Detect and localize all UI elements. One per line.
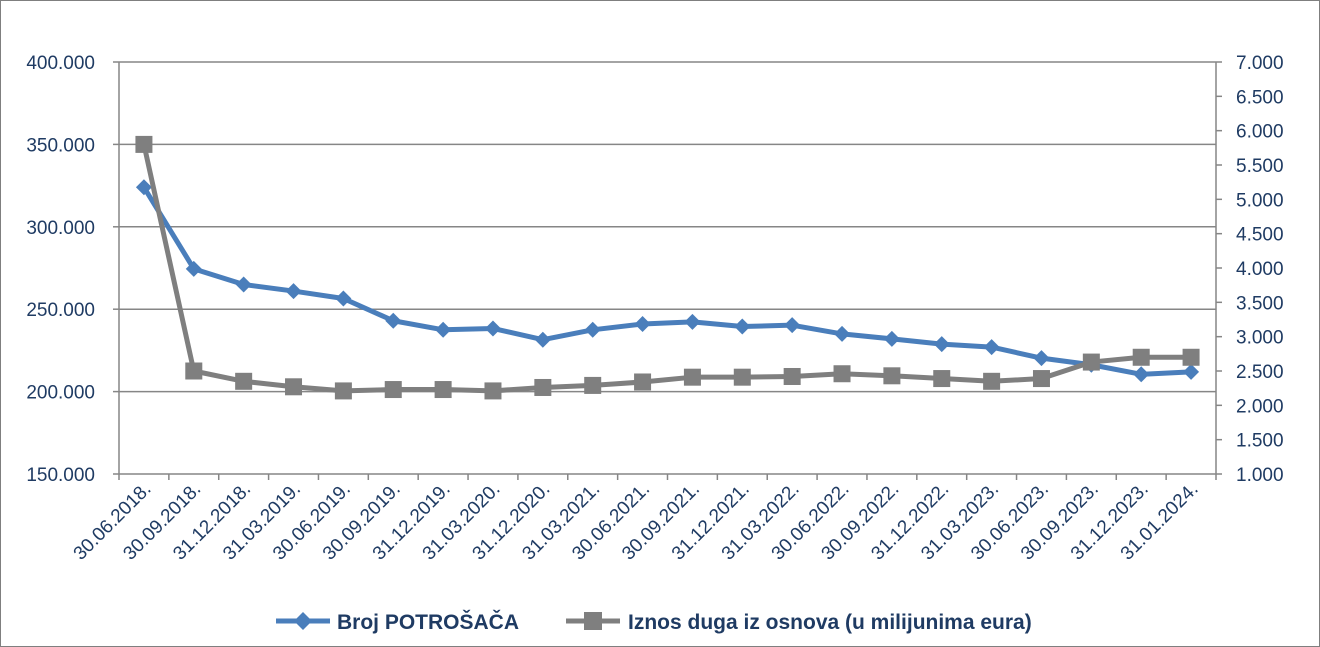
- right-tick-label: 7.000: [1236, 53, 1284, 74]
- data-point-diamond: [834, 325, 851, 342]
- right-axis-ticks: 1.000 1.500 2.000 2.500 3.000 3.500 4.000 4.500…: [1216, 53, 1284, 486]
- data-point-diamond: [185, 260, 202, 277]
- legend-marker-diamond: [294, 612, 312, 630]
- data-point-square: [983, 372, 1001, 390]
- data-point-square: [185, 362, 203, 380]
- right-tick-label: 6.000: [1236, 122, 1284, 143]
- right-tick-label: 5.500: [1236, 156, 1284, 177]
- data-point-square: [434, 381, 452, 399]
- data-point-diamond: [684, 313, 701, 330]
- left-tick-label: 250.000: [26, 300, 95, 321]
- data-point-square: [584, 376, 602, 394]
- right-tick-label: 1.000: [1236, 465, 1284, 486]
- data-point-square: [135, 135, 153, 153]
- data-point-square: [1182, 348, 1200, 366]
- data-point-diamond: [285, 283, 302, 300]
- left-tick-label: 400.000: [26, 53, 95, 74]
- data-point-diamond: [484, 320, 501, 337]
- data-point-square: [1082, 353, 1100, 371]
- data-point-diamond: [784, 317, 801, 334]
- data-point-diamond: [634, 316, 651, 333]
- data-point-diamond: [235, 276, 252, 293]
- right-tick-label: 2.500: [1236, 362, 1284, 383]
- series-layer: [135, 135, 1200, 400]
- data-point-square: [634, 373, 652, 391]
- x-axis-ticks: 30.06.2018.30.09.2018.31.12.2018.31.03.2…: [70, 474, 1217, 565]
- data-point-square: [285, 378, 303, 396]
- data-point-square: [883, 367, 901, 385]
- right-tick-label: 2.000: [1236, 396, 1284, 417]
- data-point-square: [1132, 348, 1150, 366]
- data-point-square: [334, 382, 352, 400]
- data-point-square: [484, 382, 502, 400]
- data-point-diamond: [883, 330, 900, 347]
- data-point-diamond: [1133, 366, 1150, 383]
- data-point-square: [1032, 370, 1050, 388]
- data-point-diamond: [734, 318, 751, 335]
- left-tick-label: 300.000: [26, 218, 95, 239]
- data-point-square: [783, 367, 801, 385]
- data-point-square: [733, 368, 751, 386]
- data-point-square: [933, 370, 951, 388]
- right-tick-label: 1.500: [1236, 431, 1284, 452]
- data-point-square: [683, 368, 701, 386]
- data-point-square: [833, 365, 851, 383]
- data-point-square: [534, 378, 552, 396]
- legend-label: Broj POTROŠAČA: [337, 610, 519, 634]
- data-point-diamond: [983, 339, 1000, 356]
- axes: [118, 62, 1217, 475]
- data-point-square: [384, 381, 402, 399]
- data-point-square: [235, 372, 253, 390]
- data-point-diamond: [534, 331, 551, 348]
- gridlines: [119, 61, 1216, 393]
- legend-marker-square: [584, 612, 602, 630]
- data-point-diamond: [135, 179, 152, 196]
- legend-label: Iznos duga iz osnova (u milijunima eura): [628, 611, 1032, 634]
- left-tick-label: 200.000: [26, 383, 95, 404]
- left-axis-ticks: 150.000 200.000 250.000 300.000 350.000 400.0…: [26, 53, 119, 486]
- data-point-diamond: [435, 321, 452, 338]
- series-line-iznos-duga: [141, 143, 1192, 394]
- left-tick-label: 350.000: [26, 135, 95, 156]
- legend: Broj POTROŠAČA Iznos duga iz osnova (u mi…: [276, 610, 1032, 634]
- right-tick-label: 3.000: [1236, 328, 1284, 349]
- data-point-diamond: [584, 321, 601, 338]
- series-line-broj-potrosaca: [141, 185, 1192, 377]
- right-tick-label: 4.500: [1236, 225, 1284, 246]
- data-point-diamond: [933, 336, 950, 353]
- left-tick-label: 150.000: [26, 465, 95, 486]
- data-point-diamond: [385, 312, 402, 329]
- data-point-diamond: [335, 290, 352, 307]
- right-tick-label: 4.000: [1236, 259, 1284, 280]
- data-point-diamond: [1033, 350, 1050, 367]
- data-point-diamond: [1183, 363, 1200, 380]
- right-tick-label: 6.500: [1236, 87, 1284, 108]
- right-tick-label: 5.000: [1236, 190, 1284, 211]
- right-tick-label: 3.500: [1236, 293, 1284, 314]
